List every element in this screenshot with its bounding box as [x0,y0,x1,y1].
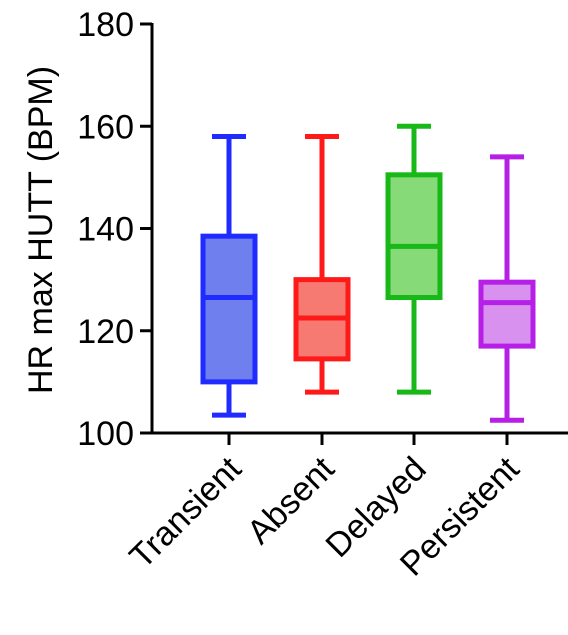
y-axis: 100 120 140 160 180 [77,6,154,453]
boxes-group [200,123,536,423]
y-tick-label: 120 [77,313,134,351]
box-absent [293,133,351,395]
x-tick-label: Transient [122,449,249,576]
box-persistent [478,154,536,423]
y-tick-label: 100 [77,415,134,453]
iqr-box [385,172,443,301]
y-axis-title: HR max HUTT (BPM) [22,66,60,394]
box-transient [200,133,258,418]
iqr-box [200,233,258,385]
iqr-box [478,279,536,349]
box-delayed [385,123,443,395]
y-tick-label: 160 [77,108,134,146]
y-tick-label: 140 [77,211,134,249]
y-tick-label: 180 [77,6,134,44]
